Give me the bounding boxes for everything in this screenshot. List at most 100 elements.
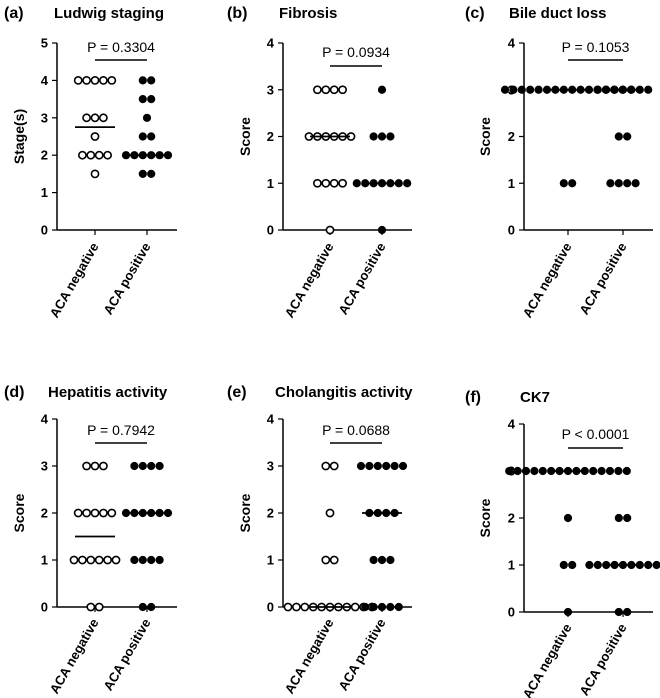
x-category-label: ACA negative <box>47 240 102 320</box>
panel-title: CK7 <box>520 389 550 406</box>
data-point <box>369 602 378 612</box>
data-point <box>377 85 387 94</box>
data-point <box>614 179 623 188</box>
y-tick-label: 0 <box>508 223 515 238</box>
panel-label: (f) <box>465 389 481 406</box>
x-category-label: ACA positive <box>335 616 388 693</box>
y-tick-label: 2 <box>508 511 515 526</box>
p-value: P = 0.1053 <box>562 39 630 55</box>
y-tick-label: 1 <box>267 553 274 568</box>
panel-label: (c) <box>465 5 485 22</box>
data-point <box>352 179 361 188</box>
data-point <box>338 85 347 95</box>
data-point <box>403 179 412 188</box>
data-point <box>147 132 156 141</box>
data-point <box>377 225 387 235</box>
data-point <box>509 85 518 94</box>
data-point <box>622 466 631 476</box>
data-point <box>312 178 322 188</box>
data-point <box>138 461 147 471</box>
x-category-label: ACA negative <box>282 240 337 320</box>
y-tick-label: 0 <box>41 223 48 238</box>
data-point <box>500 85 510 94</box>
y-tick-label: 0 <box>267 600 274 615</box>
data-point <box>312 85 322 95</box>
y-tick-label: 3 <box>41 110 48 125</box>
data-point <box>78 150 87 160</box>
data-point <box>99 508 108 518</box>
panel-label: (e) <box>227 384 247 401</box>
data-point <box>538 466 547 476</box>
y-axis-label: Score <box>477 117 493 156</box>
y-tick-label: 1 <box>41 185 48 200</box>
y-tick-label: 1 <box>508 176 515 191</box>
data-point <box>530 466 539 476</box>
data-point <box>377 132 387 141</box>
data-point <box>563 607 573 617</box>
data-point <box>623 607 632 617</box>
data-point <box>386 555 395 565</box>
data-point <box>652 560 660 570</box>
data-point <box>90 508 100 518</box>
data-point <box>138 602 147 612</box>
data-point <box>614 513 623 523</box>
data-point <box>142 113 152 122</box>
x-category-label: ACA negative <box>282 616 337 696</box>
data-point <box>73 76 83 85</box>
data-point <box>505 466 514 476</box>
data-point <box>99 461 108 471</box>
data-point <box>321 178 331 188</box>
data-point <box>103 555 112 565</box>
data-point <box>82 76 91 85</box>
x-category-label: ACA negative <box>520 240 575 320</box>
x-category-label: ACA negative <box>520 621 575 698</box>
y-tick-label: 0 <box>267 223 274 238</box>
data-point <box>138 76 147 85</box>
data-point <box>321 85 331 95</box>
data-point <box>138 132 147 141</box>
data-point <box>82 508 91 518</box>
data-point <box>517 85 526 94</box>
panel-label: (a) <box>4 5 24 22</box>
data-point <box>90 132 100 141</box>
data-point <box>147 602 156 612</box>
data-point <box>559 179 568 188</box>
data-point <box>90 169 100 179</box>
data-point <box>73 508 83 518</box>
data-point <box>356 461 366 471</box>
x-category-label: ACA positive <box>335 240 388 317</box>
data-point <box>329 555 339 565</box>
y-tick-label: 3 <box>41 459 48 474</box>
data-point <box>521 466 531 476</box>
data-point <box>90 461 100 471</box>
data-point <box>589 466 598 476</box>
data-point <box>369 132 378 141</box>
x-category-label: ACA negative <box>47 616 102 696</box>
data-point <box>373 461 382 471</box>
data-point <box>155 461 164 471</box>
data-point <box>155 555 164 565</box>
data-point <box>147 76 156 85</box>
data-point <box>94 555 104 565</box>
x-category-label: ACA positive <box>576 240 629 317</box>
panel-title: Bile duct loss <box>509 5 607 22</box>
data-point <box>644 85 653 94</box>
data-point <box>644 560 653 570</box>
panel-label: (d) <box>4 384 24 401</box>
y-axis-label: Score <box>237 493 253 532</box>
data-point <box>568 560 577 570</box>
y-tick-label: 4 <box>508 417 516 432</box>
data-point <box>614 607 623 617</box>
data-point <box>111 555 121 565</box>
data-point <box>147 169 156 178</box>
y-tick-label: 4 <box>508 36 516 51</box>
y-tick-label: 4 <box>267 412 275 427</box>
data-point <box>386 602 395 612</box>
data-point <box>563 513 573 523</box>
p-value: P = 0.7942 <box>87 422 155 438</box>
data-point <box>78 555 87 565</box>
data-point <box>329 85 339 95</box>
data-point <box>138 95 147 104</box>
p-value: P = 0.3304 <box>87 39 155 55</box>
data-point <box>631 179 640 188</box>
